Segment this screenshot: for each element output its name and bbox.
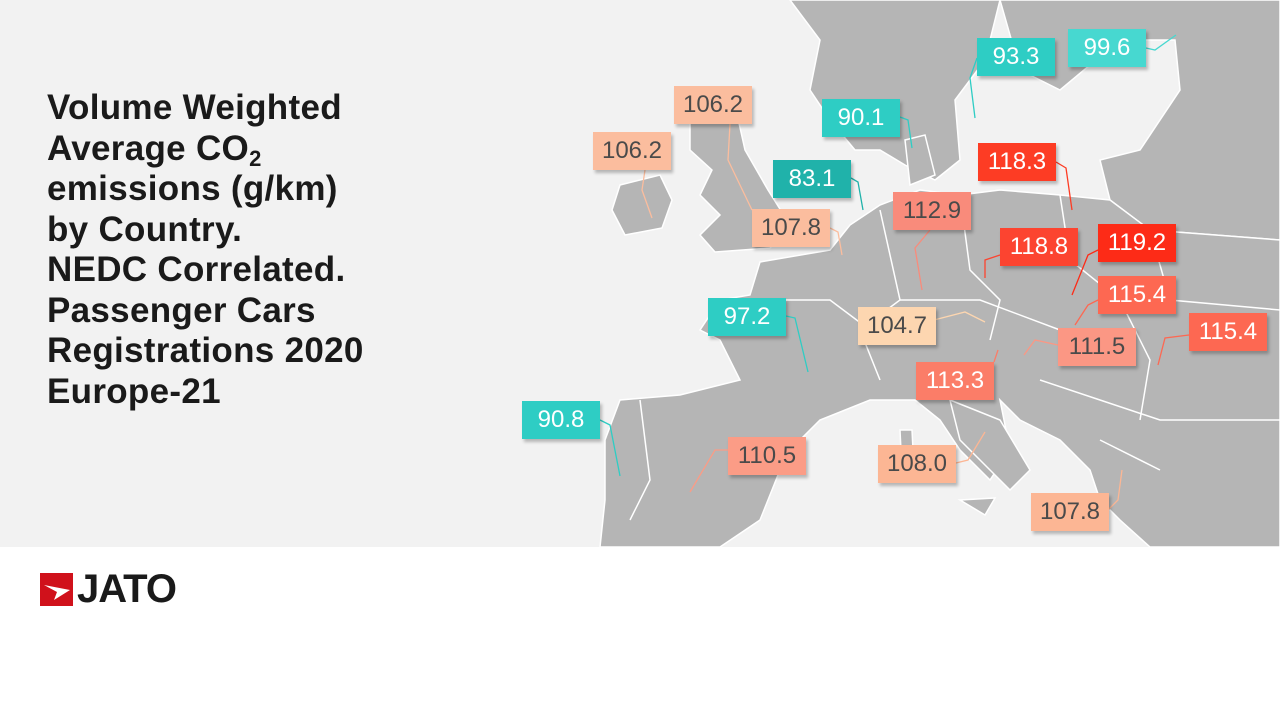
title-line: NEDC Correlated. [47,250,346,289]
jato-logo-text: JATO [77,567,177,611]
leader-line [1023,339,1059,356]
country-label-germany: 112.9 [893,192,971,230]
leader-line [599,419,621,477]
title-subscript: 2 [249,145,262,171]
italy-landmass [948,398,1031,492]
leader-line [993,349,999,363]
title-line-text: Average CO [47,128,250,168]
leader-line [969,57,978,119]
leader-line [1157,334,1190,366]
title-line: Europe-21 [47,371,221,411]
country-label-portugal: 90.8 [522,401,600,439]
page-title: Volume Weighted Average CO2 emissions (g… [47,88,364,412]
country-label-france: 97.2 [708,298,786,336]
leader-line [933,311,986,323]
leader-line [785,315,809,373]
leader-line [1074,299,1099,326]
leader-line [984,254,1001,278]
title-line: Passenger Cars [47,290,316,330]
jato-logo-mark-icon [40,572,73,606]
leader-line [1107,469,1123,511]
country-label-sweden: 93.3 [977,38,1055,76]
leader-line [850,177,864,211]
map-panel: Volume Weighted Average CO2 emissions (g… [0,0,1280,547]
country-label-belgium: 107.8 [752,209,830,247]
title-line: Average CO2 [47,129,364,170]
title-line: Volume Weighted [47,88,342,127]
title-line: emissions (g/km) [47,169,338,208]
leader-line [689,449,728,493]
sicily-landmass [957,497,997,517]
country-label-denmark: 90.1 [822,99,900,137]
title-line: Registrations 2020 [47,331,364,370]
country-label-italy: 108.0 [878,445,956,483]
country-label-croatia: 111.5 [1058,328,1136,366]
leader-line [641,169,653,219]
leader-line [727,123,753,211]
leader-line [955,431,986,464]
country-label-hungary: 115.4 [1098,276,1176,314]
country-label-slovenia: 113.3 [916,362,994,400]
country-label-czechia: 118.8 [1000,228,1078,266]
country-label-spain: 110.5 [728,437,806,475]
jato-logo: JATO [40,567,177,611]
leader-line [829,227,843,256]
footer [0,547,1280,720]
country-label-poland: 118.3 [978,143,1056,181]
leader-line [914,229,931,291]
title-line: by Country. [47,209,243,249]
country-label-ireland: 106.2 [593,132,671,170]
leader-line [1145,34,1177,51]
country-label-switzerland: 104.7 [858,307,936,345]
leader-lines [599,34,1190,511]
ireland-landmass [611,174,673,236]
country-label-greece: 107.8 [1031,493,1109,531]
country-label-uk: 106.2 [674,86,752,124]
leader-line [1071,249,1099,296]
scandinavia-landmass [789,0,1001,181]
leader-line [1055,161,1073,211]
country-label-romania: 115.4 [1189,313,1267,351]
leader-line [899,116,913,149]
country-label-netherlands: 83.1 [773,160,851,198]
country-label-slovakia: 119.2 [1098,224,1176,262]
country-label-finland: 99.6 [1068,29,1146,67]
